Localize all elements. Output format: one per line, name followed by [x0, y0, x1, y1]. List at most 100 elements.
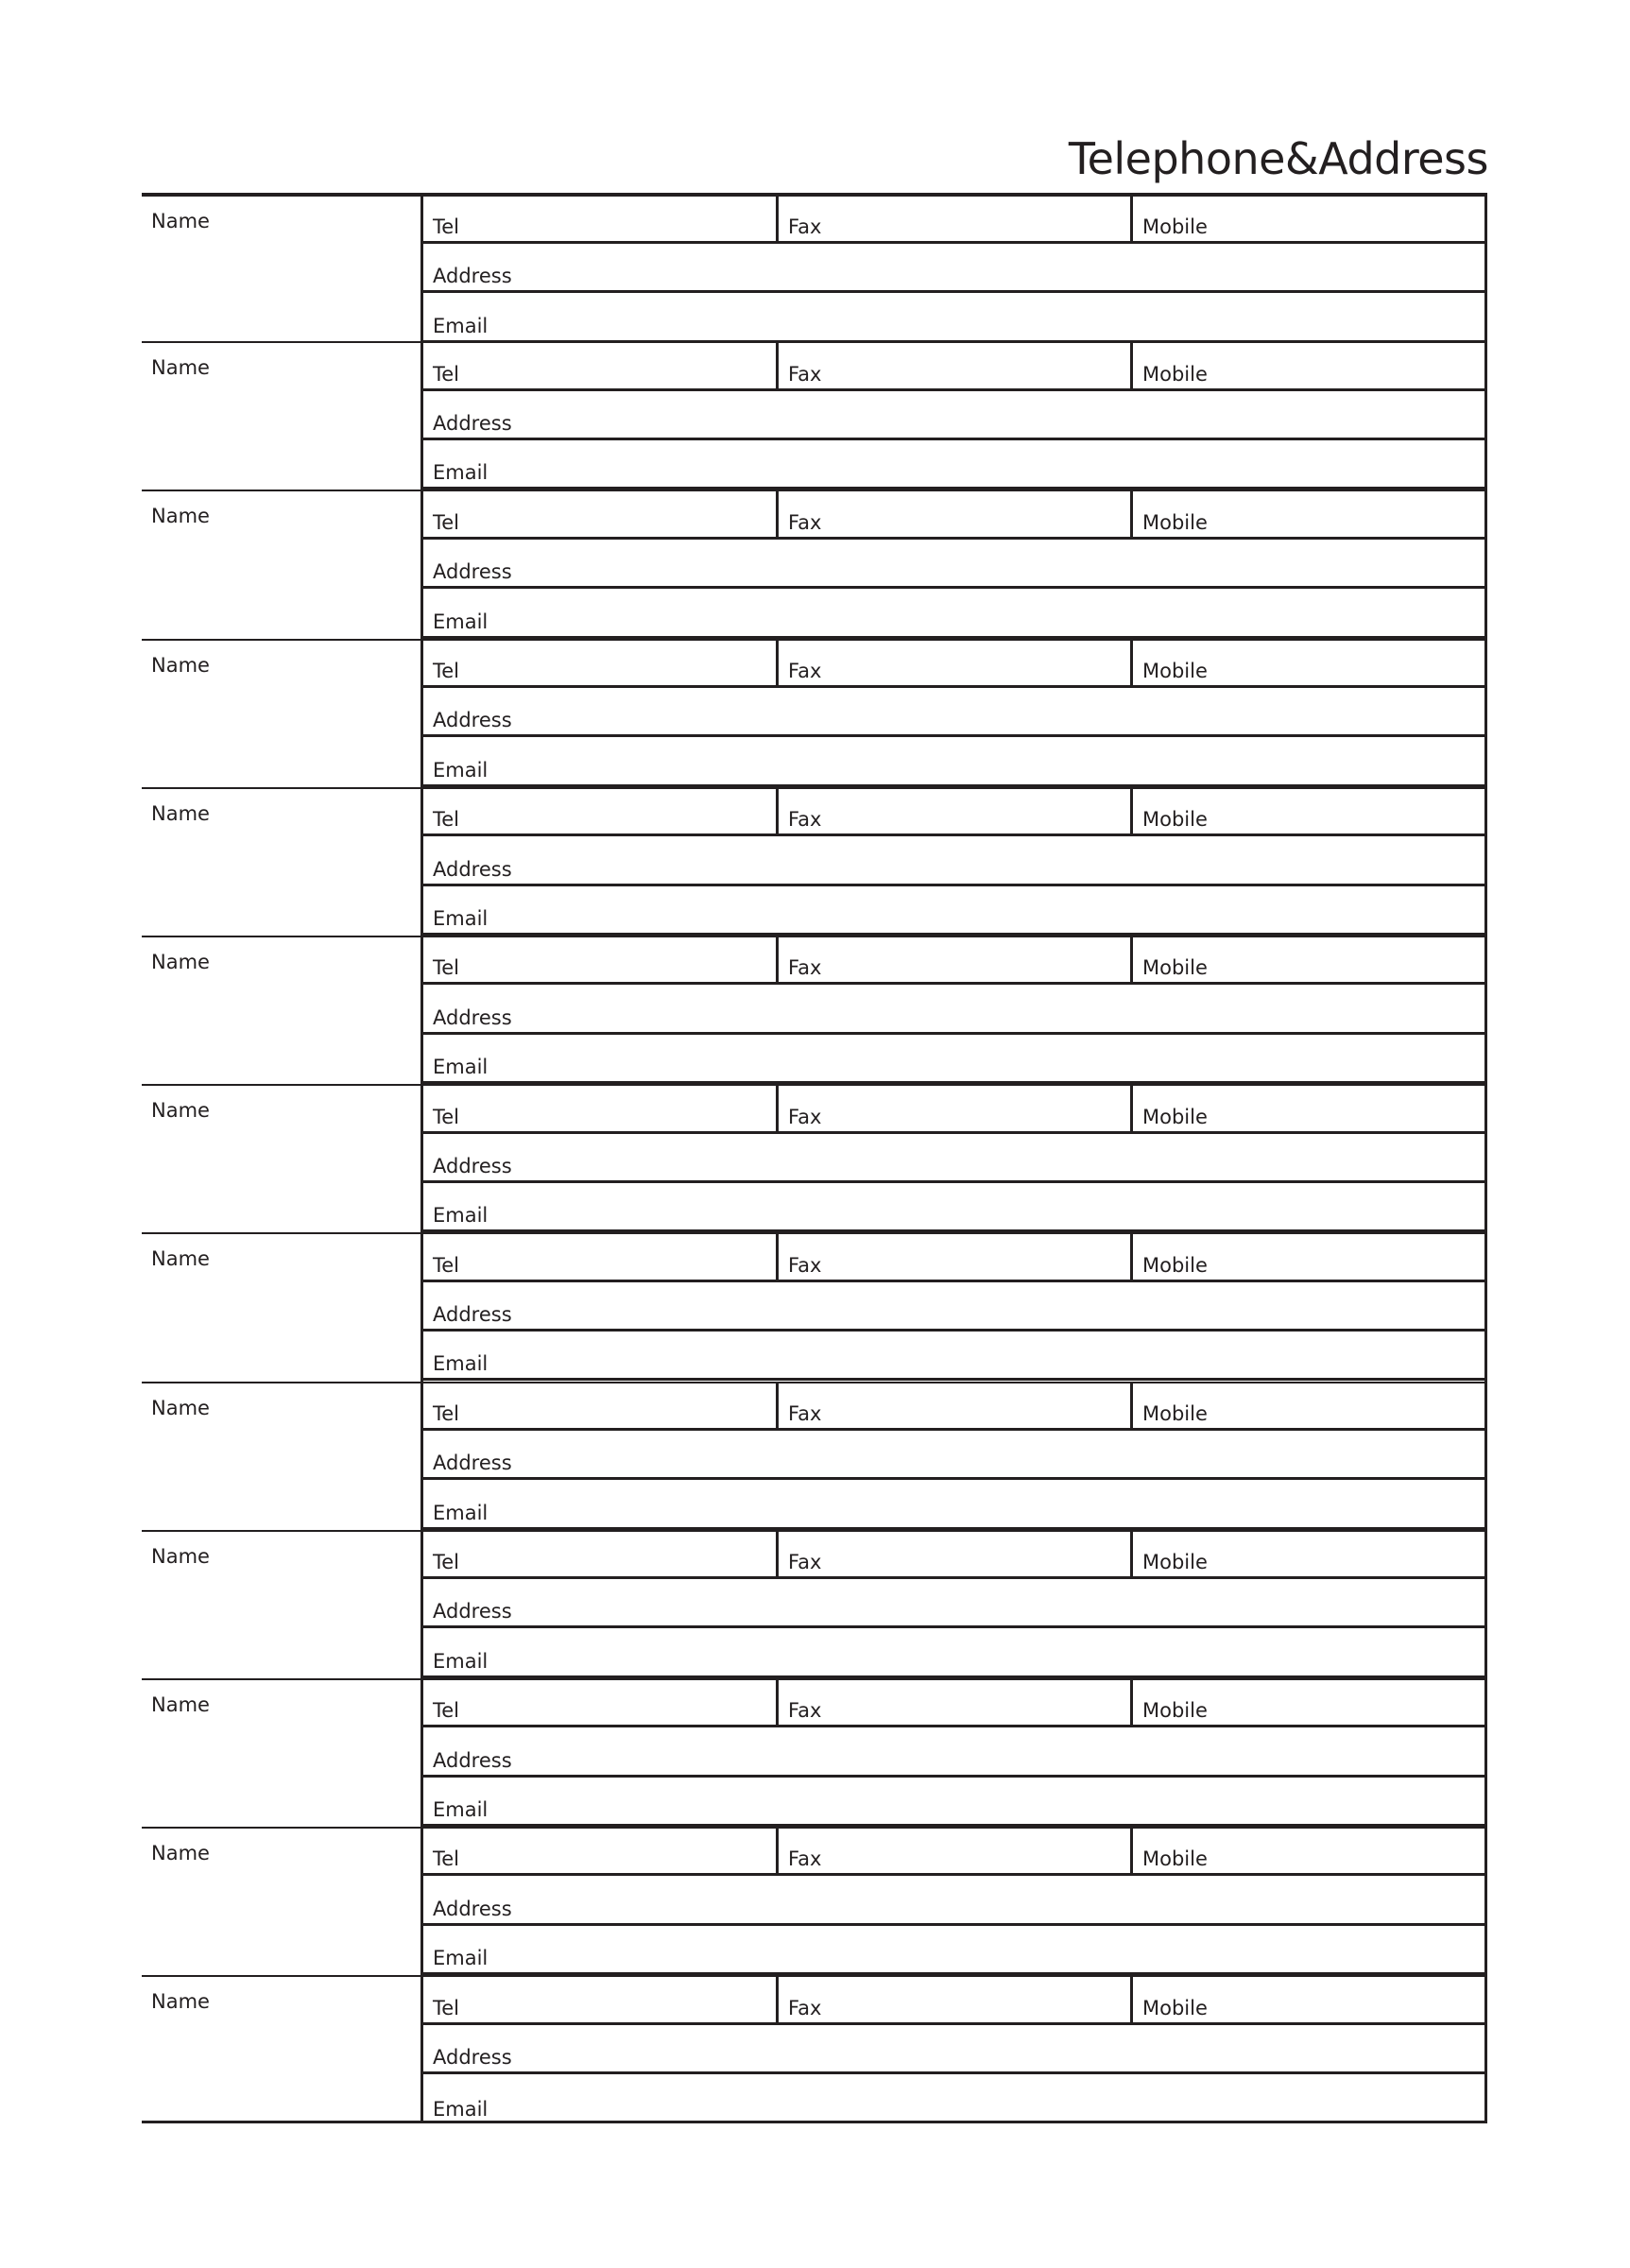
name-field[interactable]: Name	[142, 789, 420, 936]
email-label: Email	[433, 1056, 489, 1079]
email-field[interactable]: Email	[423, 589, 1484, 639]
mobile-field[interactable]: Mobile	[1133, 1678, 1484, 1725]
fax-field[interactable]: Fax	[779, 490, 1133, 537]
email-field[interactable]: Email	[423, 1480, 1484, 1530]
address-field[interactable]: Address	[423, 2025, 1484, 2075]
fax-field[interactable]: Fax	[779, 1827, 1133, 1874]
tel-field[interactable]: Tel	[423, 197, 779, 241]
fax-field[interactable]: Fax	[779, 1975, 1133, 2022]
email-field[interactable]: Email	[423, 1628, 1484, 1678]
phone-row: Tel Fax Mobile	[423, 1084, 1484, 1134]
email-field[interactable]: Email	[423, 1332, 1484, 1382]
email-field[interactable]: Email	[423, 1926, 1484, 1976]
tel-field[interactable]: Tel	[423, 935, 779, 983]
mobile-field[interactable]: Mobile	[1133, 197, 1484, 241]
phone-row: Tel Fax Mobile	[423, 341, 1484, 391]
tel-field[interactable]: Tel	[423, 341, 779, 388]
tel-label: Tel	[433, 808, 460, 832]
fax-field[interactable]: Fax	[779, 1529, 1133, 1577]
contact-entry: Name Tel Fax Mobile Address Email	[142, 193, 1487, 343]
address-field[interactable]: Address	[423, 836, 1484, 886]
mobile-field[interactable]: Mobile	[1133, 1382, 1484, 1428]
tel-field[interactable]: Tel	[423, 786, 779, 834]
name-field[interactable]: Name	[142, 1383, 420, 1530]
tel-field[interactable]: Tel	[423, 1381, 779, 1428]
fax-field[interactable]: Fax	[779, 197, 1133, 241]
name-field[interactable]: Name	[142, 1680, 420, 1827]
name-field[interactable]: Name	[142, 343, 420, 490]
address-field[interactable]: Address	[423, 1431, 1484, 1481]
email-field[interactable]: Email	[423, 1183, 1484, 1233]
tel-field[interactable]: Tel	[423, 1529, 779, 1577]
fax-field[interactable]: Fax	[779, 1232, 1133, 1280]
email-field[interactable]: Email	[423, 737, 1484, 787]
tel-field[interactable]: Tel	[423, 1677, 779, 1726]
mobile-label: Mobile	[1142, 659, 1208, 682]
mobile-field[interactable]: Mobile	[1133, 490, 1484, 536]
tel-field[interactable]: Tel	[423, 1232, 779, 1280]
tel-label: Tel	[433, 956, 460, 980]
name-field[interactable]: Name	[142, 1234, 420, 1381]
name-field[interactable]: Name	[142, 1977, 420, 2121]
tel-label: Tel	[433, 215, 460, 238]
address-label: Address	[433, 2046, 512, 2070]
tel-field[interactable]: Tel	[423, 1827, 779, 1874]
tel-field[interactable]: Tel	[423, 490, 779, 537]
tel-field[interactable]: Tel	[423, 1084, 779, 1131]
name-field[interactable]: Name	[142, 1829, 420, 1975]
mobile-field[interactable]: Mobile	[1133, 639, 1484, 685]
address-field[interactable]: Address	[423, 1727, 1484, 1778]
tel-label: Tel	[433, 510, 460, 534]
address-field[interactable]: Address	[423, 540, 1484, 590]
fax-field[interactable]: Fax	[779, 1677, 1133, 1726]
name-field[interactable]: Name	[142, 197, 420, 341]
name-field[interactable]: Name	[142, 1086, 420, 1232]
mobile-field[interactable]: Mobile	[1133, 787, 1484, 833]
mobile-label: Mobile	[1142, 1699, 1208, 1723]
address-field[interactable]: Address	[423, 1876, 1484, 1926]
phone-row: Tel Fax Mobile	[423, 638, 1484, 688]
tel-label: Tel	[433, 1996, 460, 2019]
fax-field[interactable]: Fax	[779, 1381, 1133, 1428]
mobile-field[interactable]: Mobile	[1133, 1975, 1484, 2021]
name-field[interactable]: Name	[142, 937, 420, 1084]
name-field[interactable]: Name	[142, 491, 420, 638]
name-label: Name	[151, 1544, 210, 1568]
mobile-label: Mobile	[1142, 1996, 1208, 2019]
address-field[interactable]: Address	[423, 391, 1484, 440]
email-field[interactable]: Email	[423, 440, 1484, 490]
email-field[interactable]: Email	[423, 2074, 1484, 2123]
address-field[interactable]: Address	[423, 1282, 1484, 1332]
fax-field[interactable]: Fax	[779, 341, 1133, 388]
email-label: Email	[433, 1501, 489, 1524]
fax-field[interactable]: Fax	[779, 638, 1133, 685]
address-field[interactable]: Address	[423, 1134, 1484, 1183]
mobile-field[interactable]: Mobile	[1133, 936, 1484, 982]
mobile-field[interactable]: Mobile	[1133, 1530, 1484, 1576]
mobile-field[interactable]: Mobile	[1133, 341, 1484, 387]
mobile-label: Mobile	[1142, 1253, 1208, 1277]
email-field[interactable]: Email	[423, 886, 1484, 936]
tel-field[interactable]: Tel	[423, 1975, 779, 2022]
mobile-field[interactable]: Mobile	[1133, 1232, 1484, 1279]
address-field[interactable]: Address	[423, 1579, 1484, 1629]
email-field[interactable]: Email	[423, 1778, 1484, 1828]
email-field[interactable]: Email	[423, 1035, 1484, 1085]
address-label: Address	[433, 1452, 512, 1475]
name-field[interactable]: Name	[142, 1532, 420, 1678]
tel-field[interactable]: Tel	[423, 638, 779, 685]
mobile-field[interactable]: Mobile	[1133, 1084, 1484, 1130]
address-field[interactable]: Address	[423, 244, 1484, 294]
email-label: Email	[433, 1798, 489, 1822]
email-field[interactable]: Email	[423, 293, 1484, 343]
fax-field[interactable]: Fax	[779, 786, 1133, 834]
contact-entry: Name Tel Fax Mobile Address Email	[142, 786, 1487, 936]
address-field[interactable]: Address	[423, 985, 1484, 1035]
mobile-field[interactable]: Mobile	[1133, 1827, 1484, 1873]
contact-entry: Name Tel Fax Mobile Address Email	[142, 1677, 1487, 1828]
name-field[interactable]: Name	[142, 641, 420, 787]
contact-entry: Name Tel Fax Mobile Address Email	[142, 341, 1487, 490]
fax-field[interactable]: Fax	[779, 935, 1133, 983]
address-field[interactable]: Address	[423, 688, 1484, 738]
fax-field[interactable]: Fax	[779, 1084, 1133, 1131]
